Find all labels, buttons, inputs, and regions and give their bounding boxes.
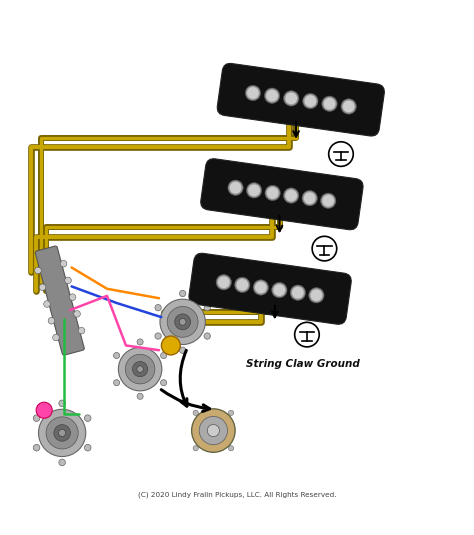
Circle shape <box>59 430 66 437</box>
Circle shape <box>253 280 268 295</box>
Circle shape <box>114 380 119 386</box>
Circle shape <box>265 185 280 201</box>
Circle shape <box>39 284 46 291</box>
Circle shape <box>283 188 299 203</box>
FancyBboxPatch shape <box>217 64 384 136</box>
Circle shape <box>216 274 231 290</box>
Circle shape <box>54 425 71 441</box>
Circle shape <box>322 96 337 111</box>
Circle shape <box>309 288 324 303</box>
Circle shape <box>180 291 186 297</box>
Circle shape <box>312 236 337 261</box>
Circle shape <box>114 353 119 358</box>
Circle shape <box>290 285 306 300</box>
Circle shape <box>228 410 234 416</box>
Circle shape <box>320 193 336 209</box>
Circle shape <box>35 267 41 274</box>
Circle shape <box>33 415 40 422</box>
Circle shape <box>60 261 67 267</box>
Circle shape <box>78 327 85 334</box>
Circle shape <box>191 409 235 452</box>
Circle shape <box>207 424 219 437</box>
Circle shape <box>264 88 280 103</box>
Circle shape <box>272 282 287 298</box>
FancyBboxPatch shape <box>201 159 363 230</box>
Circle shape <box>341 99 356 114</box>
Circle shape <box>44 301 50 307</box>
Circle shape <box>84 415 91 422</box>
Circle shape <box>273 284 285 296</box>
Circle shape <box>167 307 198 337</box>
Circle shape <box>161 380 167 386</box>
Circle shape <box>133 362 148 377</box>
Circle shape <box>193 446 198 451</box>
Circle shape <box>343 100 355 112</box>
Circle shape <box>155 304 161 311</box>
Circle shape <box>193 410 198 416</box>
Text: String Claw Ground: String Claw Ground <box>246 360 360 369</box>
Circle shape <box>65 277 72 284</box>
Circle shape <box>59 459 65 466</box>
Circle shape <box>328 142 353 166</box>
Circle shape <box>266 89 278 102</box>
Circle shape <box>161 336 180 355</box>
Circle shape <box>125 354 155 384</box>
Circle shape <box>175 314 191 330</box>
Circle shape <box>59 400 65 407</box>
Circle shape <box>155 333 161 339</box>
Circle shape <box>199 416 228 445</box>
Circle shape <box>36 402 52 418</box>
Circle shape <box>204 333 210 339</box>
FancyBboxPatch shape <box>189 253 351 324</box>
Circle shape <box>236 279 248 291</box>
Circle shape <box>46 417 78 449</box>
Circle shape <box>285 92 297 104</box>
Circle shape <box>266 187 279 199</box>
Circle shape <box>304 95 317 107</box>
Circle shape <box>235 277 250 293</box>
Circle shape <box>245 85 261 101</box>
FancyBboxPatch shape <box>35 246 84 355</box>
Circle shape <box>285 189 297 202</box>
Circle shape <box>310 289 323 301</box>
Circle shape <box>302 190 318 206</box>
Circle shape <box>303 192 316 204</box>
Circle shape <box>248 184 260 196</box>
Circle shape <box>323 97 336 110</box>
Circle shape <box>33 445 40 451</box>
Circle shape <box>161 353 167 358</box>
Circle shape <box>283 91 299 106</box>
Circle shape <box>84 445 91 451</box>
Circle shape <box>180 347 186 354</box>
Circle shape <box>322 195 334 207</box>
Circle shape <box>74 311 81 317</box>
Circle shape <box>137 393 143 399</box>
Circle shape <box>160 299 205 345</box>
Circle shape <box>228 446 234 451</box>
Circle shape <box>247 87 259 99</box>
Circle shape <box>179 318 186 325</box>
Circle shape <box>137 366 143 372</box>
Circle shape <box>53 334 59 341</box>
Circle shape <box>292 287 304 299</box>
Circle shape <box>228 180 243 195</box>
Circle shape <box>229 181 242 194</box>
Circle shape <box>38 409 86 456</box>
Circle shape <box>295 322 319 347</box>
Circle shape <box>255 281 267 294</box>
Circle shape <box>218 276 230 288</box>
Circle shape <box>69 294 76 301</box>
Circle shape <box>137 339 143 345</box>
Circle shape <box>118 347 162 391</box>
Circle shape <box>204 304 210 311</box>
Circle shape <box>303 94 318 109</box>
Circle shape <box>246 182 262 198</box>
Circle shape <box>48 317 55 324</box>
Text: (C) 2020 Lindy Fralin Pickups, LLC. All Rights Reserved.: (C) 2020 Lindy Fralin Pickups, LLC. All … <box>138 492 336 498</box>
